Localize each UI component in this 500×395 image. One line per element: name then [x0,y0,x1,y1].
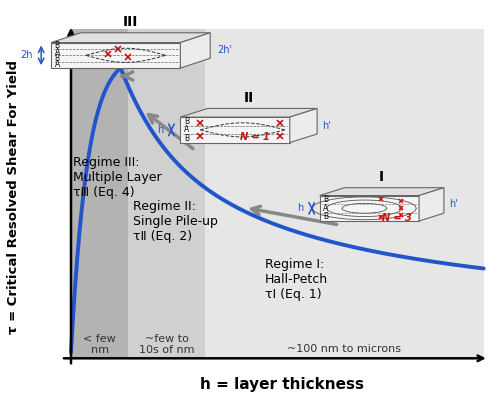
Text: A: A [323,204,328,213]
Text: B: B [184,117,189,126]
Text: ~100 nm to microns: ~100 nm to microns [288,344,402,354]
Text: h: h [158,125,164,135]
Text: h = layer thickness: h = layer thickness [200,377,364,392]
Bar [128,29,206,358]
Text: Regime II:
Single Pile-up
τⅡ (Eq. 2): Regime II: Single Pile-up τⅡ (Eq. 2) [133,199,218,243]
Text: B: B [323,212,328,221]
Polygon shape [51,43,180,68]
Text: N = 3: N = 3 [382,213,412,224]
Polygon shape [180,33,210,68]
Bar [71,29,128,358]
Polygon shape [180,109,317,117]
Text: h': h' [322,120,331,130]
Text: τ = Critical Resolved Shear For Yield: τ = Critical Resolved Shear For Yield [8,60,20,335]
Text: III: III [123,15,138,29]
Text: N = 1: N = 1 [240,132,270,142]
Polygon shape [180,117,290,143]
Polygon shape [320,196,419,221]
Text: < few
nm: < few nm [83,334,116,356]
Text: Regime III:
Multiple Layer
τⅢ (Eq. 4): Regime III: Multiple Layer τⅢ (Eq. 4) [74,156,162,199]
Text: II: II [244,90,254,105]
Text: 2h: 2h [20,50,32,60]
Polygon shape [320,188,444,196]
Text: B: B [54,54,60,63]
Text: B: B [323,195,328,204]
Text: B: B [54,41,60,50]
Text: A: A [54,60,60,70]
Text: A: A [54,48,60,56]
Text: 2h': 2h' [218,45,232,55]
Bar [206,29,484,358]
Text: A: A [184,125,189,134]
Text: B: B [184,134,189,143]
Text: h: h [298,203,304,213]
Text: Regime I:
Hall-Petch
τⅠ (Eq. 1): Regime I: Hall-Petch τⅠ (Eq. 1) [265,258,328,301]
Polygon shape [51,33,210,43]
Polygon shape [290,109,317,143]
Polygon shape [419,188,444,221]
Text: ~few to
10s of nm: ~few to 10s of nm [139,334,194,356]
Text: h': h' [449,199,458,209]
Text: I: I [379,170,384,184]
